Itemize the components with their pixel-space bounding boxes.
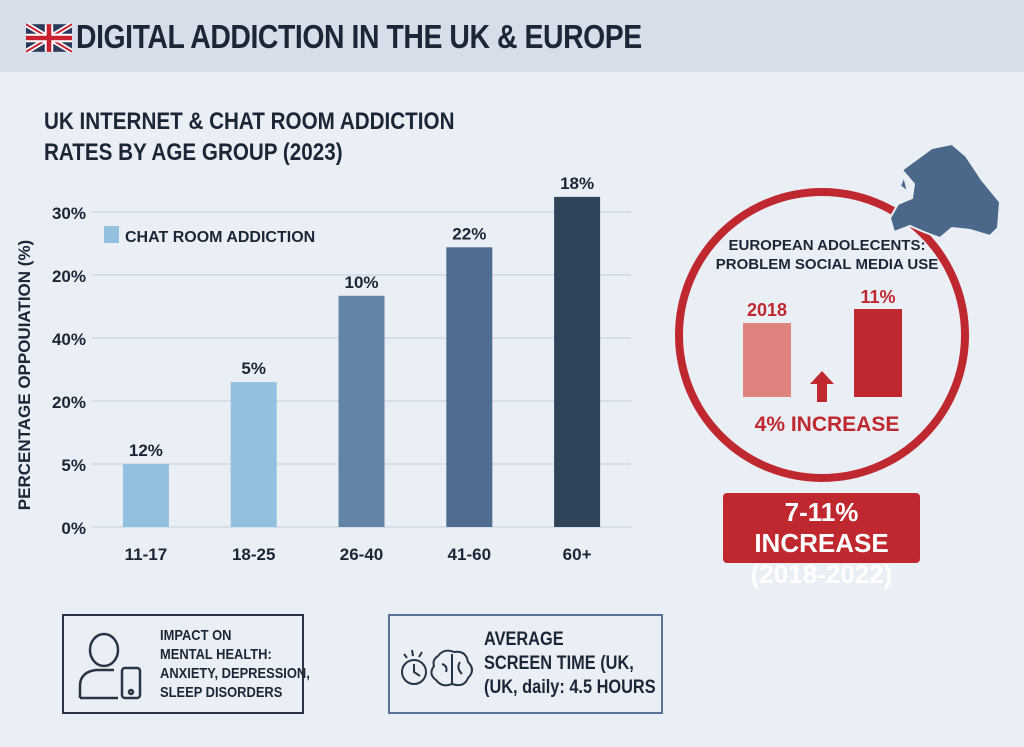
data-label: 5%	[241, 359, 266, 378]
legend-label: CHAT ROOM ADDICTION	[125, 229, 315, 246]
badge-line: 7-11% INCREASE	[754, 497, 889, 558]
bar	[230, 382, 277, 527]
bar-label-2018: 2018	[747, 300, 787, 320]
increase-label: 4% INCREASE	[755, 413, 900, 436]
bar	[338, 295, 385, 527]
y-tick-label: 0%	[61, 519, 86, 538]
data-label: 18%	[560, 174, 594, 193]
data-label: 12%	[129, 441, 163, 460]
mental-health-card: IMPACT ON MENTAL HEALTH: ANXIETY, DEPRES…	[62, 614, 310, 714]
bar	[446, 247, 493, 527]
y-tick-label: 20%	[52, 267, 86, 286]
page-title: DIGITAL ADDICTION IN THE UK & EUROPE	[76, 18, 642, 55]
bar-2018	[743, 323, 791, 397]
bar-chart: 0% 5% 20% 40% 20% 30% 12% 5% 10% 22% 18% 11-17 18-…	[15, 174, 631, 564]
up-arrow-icon	[810, 371, 834, 402]
y-tick-label: 40%	[52, 330, 86, 349]
screen-time-card: AVERAGE SCREEN TIME (UK, (UK, daily: 4.5…	[388, 614, 663, 714]
bar-label-11pct: 11%	[860, 287, 895, 307]
card-line: ANXIETY, DEPRESSION,	[160, 665, 310, 682]
europe-title-line: EUROPEAN ADOLECENTS:	[729, 237, 926, 254]
x-tick-label: 41-60	[448, 545, 491, 564]
mental-health-text: IMPACT ON MENTAL HEALTH: ANXIETY, DEPRES…	[160, 626, 310, 702]
y-tick-label: 5%	[61, 456, 86, 475]
increase-badge: 7-11% INCREASE (2018-2022)	[723, 493, 920, 589]
x-tick-label: 11-17	[125, 545, 168, 564]
card-line: MENTAL HEALTH:	[160, 646, 272, 663]
chart-title: UK INTERNET & CHAT ROOM ADDICTION RATES …	[44, 106, 454, 168]
data-label: 10%	[344, 273, 378, 292]
europe-map-icon	[888, 142, 1002, 240]
clock-brain-icon	[401, 649, 473, 687]
x-tick-label: 26-40	[340, 545, 383, 564]
bar-2022	[854, 309, 902, 397]
uk-flag-icon	[26, 23, 72, 53]
legend-swatch	[104, 226, 119, 243]
europe-section: EUROPEAN ADOLECENTS: PROBLEM SOCIAL MEDI…	[675, 142, 1002, 482]
bar	[554, 196, 601, 527]
x-tick-label: 60+	[563, 545, 592, 564]
chart-title-line: UK INTERNET & CHAT ROOM ADDICTION	[44, 108, 455, 135]
data-label: 22%	[452, 224, 486, 243]
card-line: SLEEP DISORDERS	[160, 684, 283, 701]
x-tick-label: 18-25	[232, 545, 275, 564]
red-ring	[675, 188, 969, 482]
person-phone-icon	[78, 632, 142, 700]
chart-title-line: RATES BY AGE GROUP (2023)	[44, 139, 343, 166]
header: DIGITAL ADDICTION IN THE UK & EUROPE	[0, 0, 1024, 72]
screen-time-text: AVERAGE SCREEN TIME (UK, (UK, daily: 4.5…	[484, 628, 656, 700]
y-axis-label: PERCENTAGE OPPOUIATION (%)	[15, 240, 34, 510]
y-tick-label: 30%	[52, 204, 86, 223]
card-line: SCREEN TIME (UK,	[484, 653, 634, 674]
card-line: (UK, daily: 4.5 HOURS	[484, 677, 656, 698]
europe-title-line: PROBLEM SOCIAL MEDIA USE	[716, 256, 939, 273]
bar	[122, 464, 169, 527]
badge-line: (2018-2022)	[750, 559, 893, 589]
card-line: AVERAGE	[484, 629, 564, 650]
y-tick-label: 20%	[52, 393, 86, 412]
card-line: IMPACT ON	[160, 627, 232, 644]
